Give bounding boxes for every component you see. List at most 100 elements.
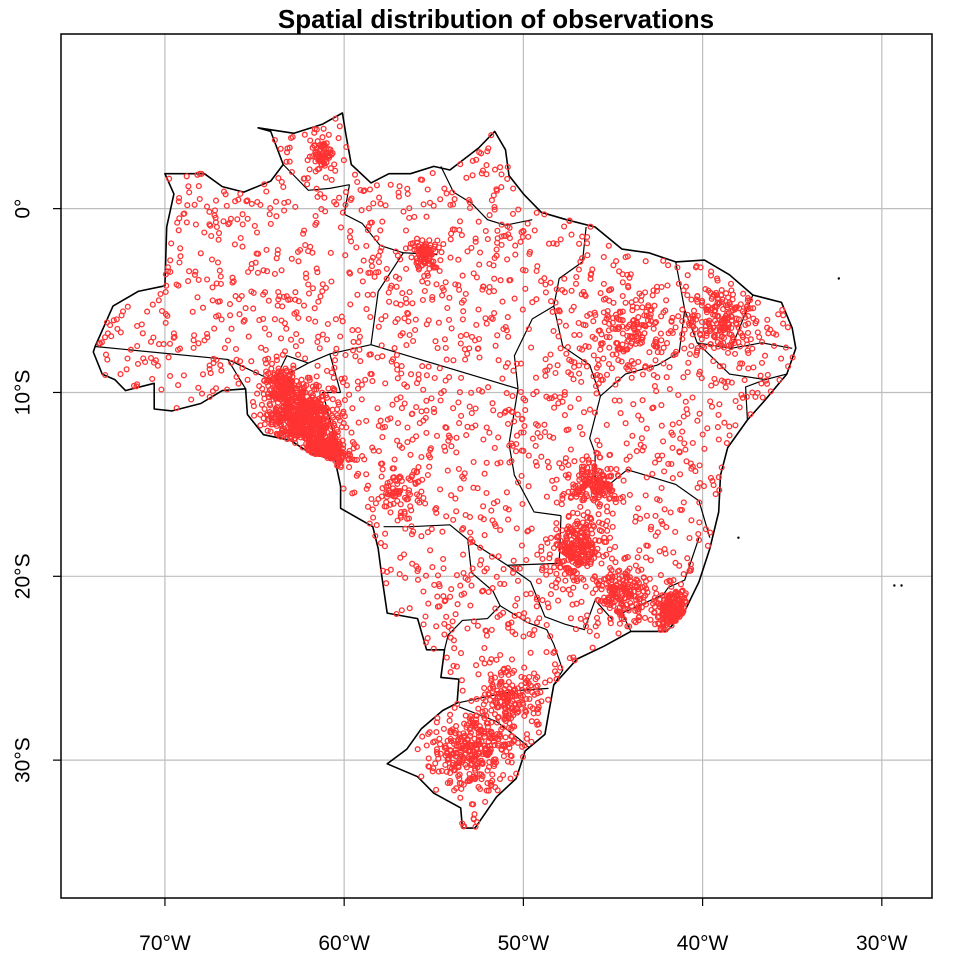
- observation-point: [393, 351, 400, 359]
- observation-point: [264, 268, 271, 275]
- observation-point: [401, 315, 408, 322]
- observation-point: [167, 372, 174, 380]
- observation-point: [319, 281, 326, 288]
- observation-point: [377, 227, 384, 234]
- observation-point: [383, 568, 391, 575]
- observation-point: [335, 135, 342, 142]
- observation-point: [512, 242, 519, 249]
- observation-point: [414, 746, 421, 753]
- observation-point: [471, 337, 479, 344]
- observation-point: [221, 345, 228, 352]
- observation-point: [434, 345, 441, 352]
- state-border: [440, 166, 533, 226]
- observation-point: [262, 346, 269, 353]
- observation-point: [551, 648, 558, 655]
- observation-point: [505, 678, 512, 686]
- observation-point: [630, 367, 638, 374]
- observation-point: [622, 299, 629, 306]
- observation-point: [482, 798, 489, 805]
- observation-point: [615, 608, 622, 615]
- observation-point: [485, 288, 493, 295]
- observation-point: [483, 627, 490, 635]
- observation-point: [452, 281, 459, 288]
- observation-point: [590, 497, 597, 504]
- observation-point: [672, 617, 679, 624]
- observation-point: [563, 536, 570, 543]
- observation-point: [452, 746, 459, 753]
- observation-point: [423, 742, 430, 749]
- observation-point: [605, 360, 613, 368]
- observation-point: [413, 404, 420, 411]
- observation-point: [368, 371, 375, 378]
- observation-point: [650, 371, 657, 379]
- observation-point: [292, 427, 299, 434]
- observation-point: [676, 562, 683, 569]
- observation-point: [718, 333, 725, 341]
- observation-point: [319, 423, 326, 431]
- observation-point: [323, 367, 331, 374]
- observation-point: [741, 377, 748, 384]
- observation-point: [370, 200, 377, 207]
- observation-point: [651, 585, 658, 592]
- observation-point: [401, 510, 408, 517]
- observation-point: [239, 364, 246, 371]
- observation-point: [379, 434, 386, 441]
- observation-point: [518, 673, 525, 680]
- observation-point: [418, 453, 425, 461]
- observation-point: [598, 331, 605, 338]
- observation-point: [383, 275, 390, 282]
- observation-point: [260, 291, 267, 298]
- observation-point: [590, 522, 597, 529]
- observation-point: [553, 570, 560, 577]
- observation-point: [373, 522, 380, 529]
- observation-point: [450, 201, 457, 208]
- observation-point: [102, 351, 110, 358]
- observation-point: [782, 344, 789, 351]
- observation-point: [218, 316, 225, 323]
- observation-point: [504, 256, 511, 263]
- observation-point: [500, 741, 507, 748]
- observation-point: [275, 365, 282, 372]
- observation-point: [554, 542, 561, 549]
- observation-point: [565, 461, 572, 469]
- observation-point: [220, 218, 227, 225]
- observation-point: [677, 610, 684, 617]
- observation-point: [296, 420, 303, 427]
- observation-point: [656, 548, 663, 555]
- observation-point: [413, 239, 421, 246]
- observation-point: [548, 394, 555, 402]
- observation-point: [520, 633, 527, 640]
- observation-point: [596, 442, 603, 449]
- observation-point: [323, 336, 331, 343]
- observation-point: [482, 227, 489, 235]
- observation-point: [393, 361, 400, 368]
- observation-point: [385, 482, 392, 489]
- observation-point: [418, 773, 425, 780]
- observation-point: [665, 460, 672, 467]
- observation-point: [528, 718, 535, 725]
- observation-point: [431, 243, 438, 250]
- observation-point: [440, 555, 447, 563]
- observation-point: [441, 744, 448, 751]
- observation-point: [561, 391, 568, 398]
- observation-point: [645, 302, 652, 309]
- observation-point: [472, 235, 479, 242]
- observation-point: [440, 725, 447, 732]
- observation-point: [361, 187, 368, 194]
- observation-point: [382, 312, 389, 320]
- observation-point: [442, 597, 449, 604]
- observation-point: [521, 712, 528, 719]
- observation-point: [371, 273, 378, 280]
- observation-point: [470, 815, 477, 822]
- observation-point: [466, 770, 473, 777]
- observation-point: [663, 524, 670, 531]
- observation-point: [311, 142, 318, 150]
- observation-point: [472, 753, 479, 760]
- observation-point: [254, 390, 261, 397]
- observation-point: [343, 143, 350, 151]
- observation-point: [561, 557, 568, 565]
- observation-point: [315, 157, 322, 164]
- observation-point: [340, 408, 347, 415]
- observation-point: [443, 654, 450, 661]
- observation-point: [401, 484, 408, 491]
